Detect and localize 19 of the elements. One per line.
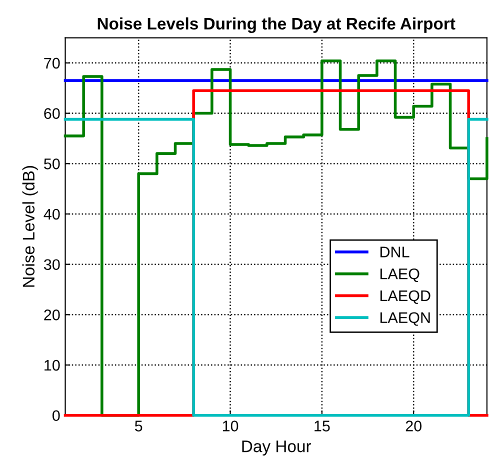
y-tick-label: 30	[44, 259, 60, 270]
y-axis-title: Noise Level (dB)	[22, 166, 38, 287]
x-axis-title: Day Hour	[242, 440, 312, 456]
chart-title: Noise Levels During the Day at Recife Airport	[98, 17, 456, 33]
legend-label: DNL	[380, 246, 410, 258]
y-tick-label: 20	[44, 310, 60, 320]
legend-label: LAEQN	[380, 312, 430, 326]
x-tick-label: 5	[134, 420, 142, 432]
y-tick-label: 50	[44, 158, 60, 170]
y-tick-label: 10	[44, 360, 60, 371]
y-tick-label: 70	[44, 58, 60, 69]
x-tick-label: 20	[406, 420, 422, 432]
x-tick-label: 15	[314, 420, 330, 432]
legend-label: LAEQD	[380, 290, 430, 304]
legend-label: LAEQ	[380, 268, 420, 282]
y-tick-label: 60	[44, 108, 60, 119]
x-tick-label: 10	[222, 420, 238, 432]
y-tick-label: 40	[44, 208, 60, 220]
y-tick-label: 0	[52, 410, 60, 422]
